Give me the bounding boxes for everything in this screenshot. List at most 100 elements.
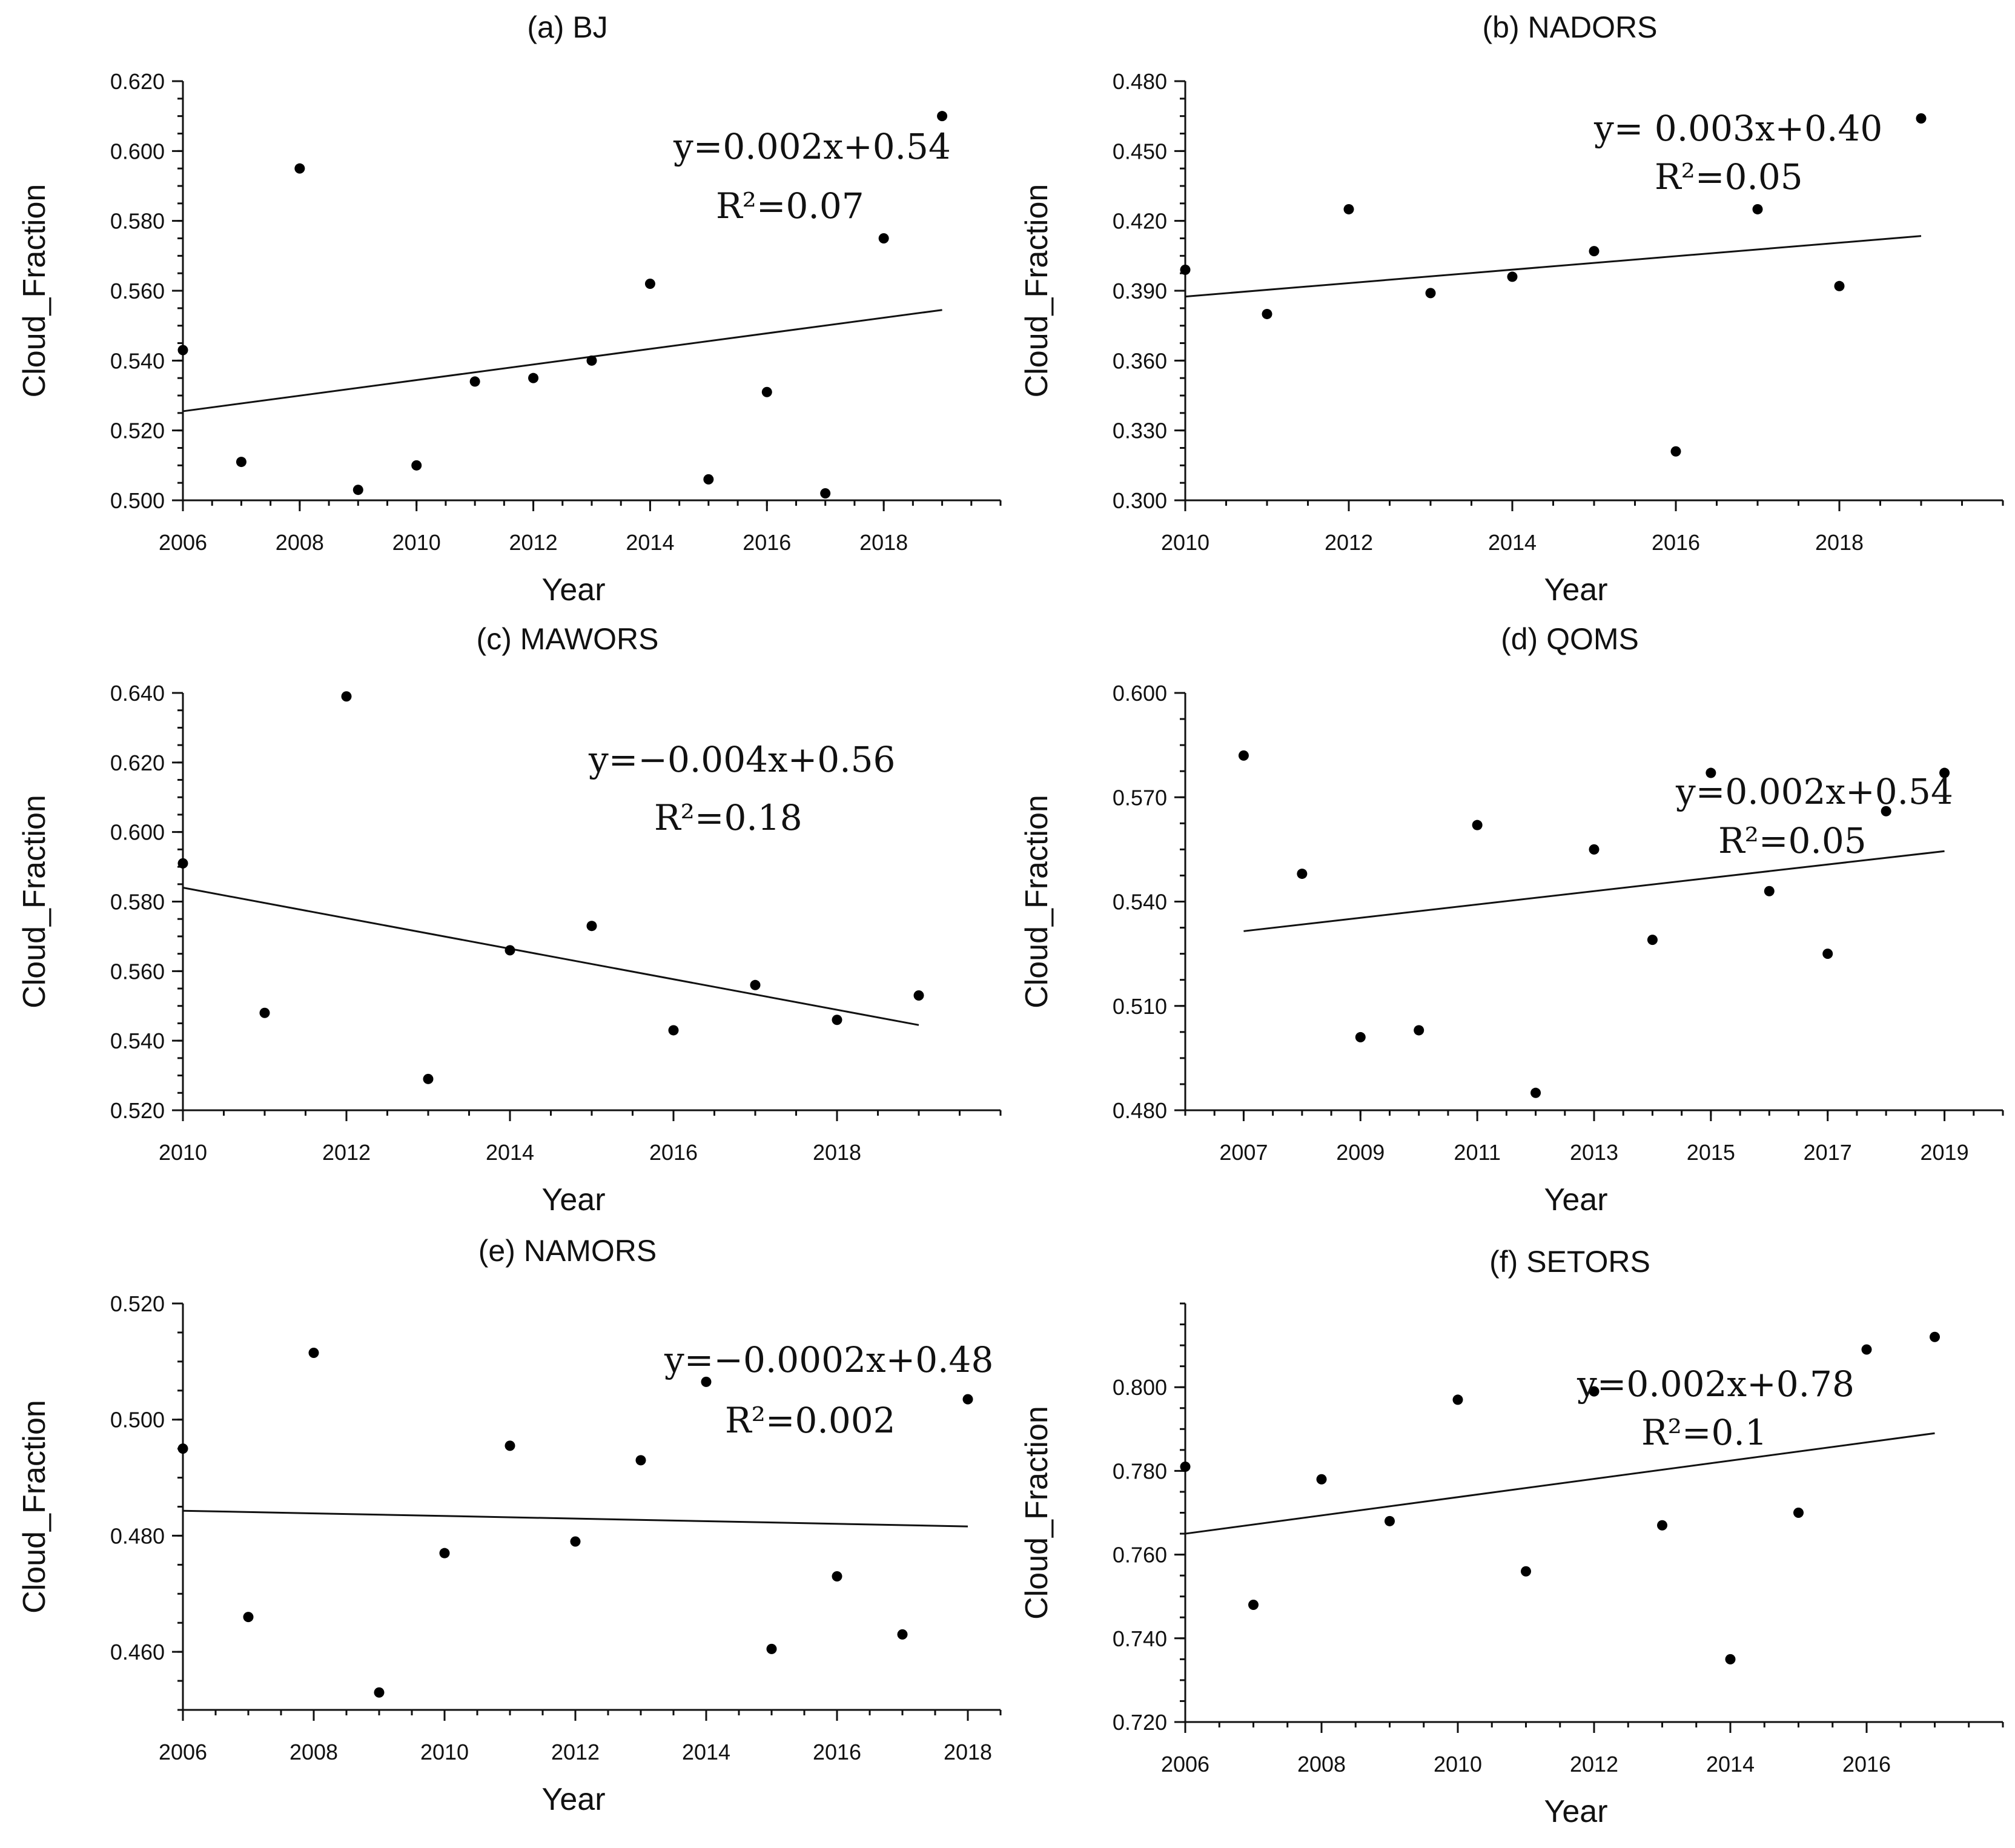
x-tick-label: 2014 — [682, 1740, 730, 1764]
data-point — [469, 376, 480, 387]
x-tick-label: 2017 — [1804, 1140, 1852, 1165]
y-tick-label: 0.520 — [110, 419, 165, 443]
data-point — [761, 386, 772, 397]
y-tick-label: 0.720 — [1113, 1710, 1167, 1735]
x-tick-label: 2006 — [1161, 1752, 1209, 1777]
data-point — [1472, 820, 1483, 830]
chart-title: (c) MAWORS — [477, 622, 659, 656]
x-tick-label: 2016 — [1652, 530, 1700, 555]
x-tick-label: 2014 — [1488, 530, 1537, 555]
data-point — [1752, 204, 1763, 214]
data-point — [1725, 1654, 1736, 1664]
x-tick-label: 2016 — [813, 1740, 861, 1764]
data-point — [1180, 1461, 1191, 1472]
data-point — [1425, 288, 1436, 299]
x-tick-label: 2014 — [626, 530, 674, 555]
y-tick-label: 0.540 — [1113, 890, 1167, 915]
y-tick-label: 0.520 — [110, 1291, 165, 1316]
data-point — [1881, 806, 1891, 816]
data-point — [1180, 264, 1191, 275]
data-point — [1930, 1331, 1940, 1342]
x-axis-label: Year — [1544, 572, 1607, 608]
x-tick-label: 2018 — [944, 1740, 992, 1764]
data-point — [586, 355, 597, 366]
data-point — [586, 921, 597, 932]
x-tick-label: 2015 — [1687, 1140, 1735, 1165]
chart-title: (a) BJ — [527, 10, 607, 44]
x-tick-label: 2010 — [420, 1740, 469, 1764]
y-tick-label: 0.780 — [1113, 1459, 1167, 1483]
chart-panel-6: (f) SETORS 0.720 0.740 0.760 0.780 0.800 2006 2… — [1019, 1245, 2004, 1829]
data-point — [1385, 1515, 1395, 1526]
y-tick-label: 0.570 — [1113, 785, 1167, 810]
r-squared-label: R²=0.07 — [716, 185, 864, 227]
r-squared-label: R²=0.002 — [725, 1400, 896, 1441]
x-axis-label: Year — [541, 572, 605, 608]
regression-equation: y=0.002x+0.78 — [1577, 1363, 1855, 1405]
regression-equation: y=−0.0002x+0.48 — [664, 1339, 993, 1380]
data-point — [701, 1376, 712, 1387]
y-tick-label: 0.460 — [110, 1640, 165, 1664]
regression-line — [1185, 235, 1922, 298]
x-tick-label: 2006 — [159, 530, 207, 555]
x-tick-label: 2014 — [486, 1140, 534, 1165]
y-axis-label: Cloud_Fraction — [17, 184, 52, 398]
x-tick-label: 2012 — [1570, 1752, 1618, 1777]
data-point — [423, 1073, 434, 1084]
x-tick-label: 2009 — [1336, 1140, 1385, 1165]
x-tick-label: 2008 — [290, 1740, 338, 1764]
data-point — [1647, 935, 1658, 946]
data-point — [259, 1007, 270, 1018]
y-tick-label: 0.600 — [110, 139, 165, 164]
y-tick-label: 0.450 — [1113, 139, 1167, 164]
data-point — [1530, 1087, 1541, 1098]
data-point — [668, 1025, 679, 1036]
data-point — [1764, 886, 1775, 896]
data-point — [374, 1687, 385, 1698]
chart-title: (e) NAMORS — [478, 1234, 657, 1268]
x-tick-label: 2012 — [1325, 530, 1373, 555]
y-tick-label: 0.580 — [110, 890, 165, 915]
x-tick-label: 2018 — [1815, 530, 1864, 555]
regression-equation: y= 0.003x+0.40 — [1593, 108, 1882, 149]
y-tick-label: 0.360 — [1113, 348, 1167, 373]
y-tick-label: 0.800 — [1113, 1375, 1167, 1400]
data-point — [341, 691, 352, 702]
x-tick-label: 2008 — [1297, 1752, 1346, 1777]
x-axis-label: Year — [1544, 1794, 1607, 1829]
data-point — [236, 457, 246, 468]
y-tick-label: 0.560 — [110, 279, 165, 303]
chart-panel-1: (a) BJ 0.500 0.520 0.540 0.560 0.580 0.600 0.62… — [17, 10, 1002, 608]
x-tick-label: 2012 — [551, 1740, 600, 1764]
data-point — [878, 233, 889, 243]
y-tick-label: 0.480 — [110, 1523, 165, 1548]
data-point — [750, 979, 761, 990]
y-tick-label: 0.520 — [110, 1098, 165, 1123]
y-tick-label: 0.420 — [1113, 209, 1167, 234]
data-point — [177, 345, 188, 356]
y-tick-label: 0.620 — [110, 69, 165, 94]
y-axis-label: Cloud_Fraction — [17, 1400, 52, 1614]
y-axis-label: Cloud_Fraction — [1019, 1406, 1054, 1620]
data-point — [1834, 280, 1845, 291]
data-point — [177, 1443, 188, 1454]
regression-line — [182, 309, 942, 412]
data-point — [1262, 308, 1272, 319]
y-tick-label: 0.300 — [1113, 488, 1167, 513]
data-point — [1452, 1394, 1463, 1405]
x-axis-label: Year — [1544, 1182, 1607, 1217]
x-tick-label: 2007 — [1219, 1140, 1268, 1165]
data-point — [352, 485, 363, 495]
regression-line — [182, 887, 919, 1026]
data-point — [1355, 1032, 1366, 1042]
y-tick-label: 0.390 — [1113, 279, 1167, 303]
x-tick-label: 2010 — [159, 1140, 207, 1165]
x-tick-label: 2010 — [392, 530, 441, 555]
data-point — [1861, 1344, 1872, 1355]
data-point — [937, 111, 948, 122]
data-point — [1916, 113, 1927, 124]
data-point — [1822, 949, 1833, 959]
data-point — [1297, 869, 1308, 879]
data-point — [1507, 271, 1518, 282]
